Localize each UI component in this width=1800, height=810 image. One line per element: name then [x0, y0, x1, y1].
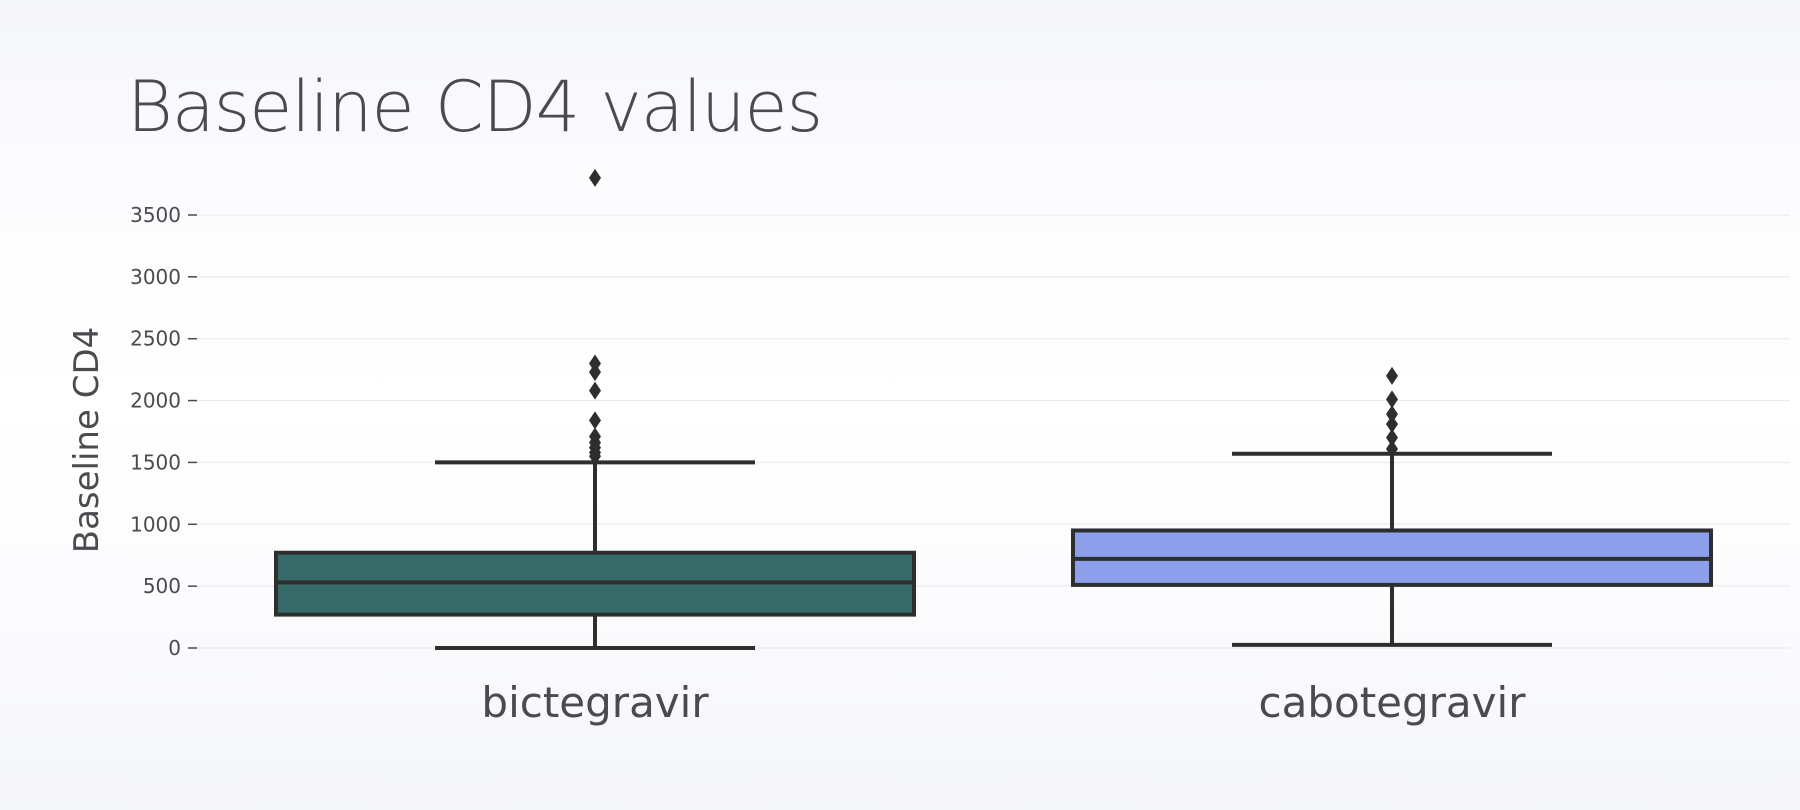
outlier-point	[1386, 439, 1398, 458]
y-tick-label: 3000	[130, 265, 181, 289]
outlier-point	[1386, 415, 1398, 434]
outlier-point	[589, 411, 601, 430]
outlier-point	[589, 447, 601, 466]
outlier-point	[1386, 428, 1398, 447]
box-group-bictegravir	[274, 168, 916, 650]
outlier-point	[1386, 405, 1398, 424]
y-tick-label: 500	[143, 574, 181, 598]
y-tick-label: 1500	[130, 450, 181, 474]
outlier-point	[1386, 390, 1398, 409]
x-tick-label: cabotegravir	[1259, 678, 1527, 727]
outlier-point	[589, 363, 601, 382]
boxes-layer	[274, 168, 1713, 650]
y-axis: 0 500 1000 1500 2000 2500 3000 3500	[130, 203, 197, 660]
y-tick-label: 0	[168, 636, 181, 660]
outlier-point	[589, 168, 601, 187]
y-axis-label: Baseline CD4	[67, 327, 107, 554]
box-group-cabotegravir	[1071, 366, 1713, 647]
x-tick-label: bictegravir	[481, 678, 709, 727]
chart-title: Baseline CD4 values	[127, 66, 823, 148]
outlier-point	[1386, 366, 1398, 385]
y-tick-label: 3500	[130, 203, 181, 227]
y-tick-label: 2000	[130, 389, 181, 413]
y-tick-label: 1000	[130, 512, 181, 536]
outlier-point	[589, 381, 601, 400]
y-tick-label: 2500	[130, 327, 181, 351]
x-axis: bictegravir cabotegravir	[481, 678, 1526, 727]
